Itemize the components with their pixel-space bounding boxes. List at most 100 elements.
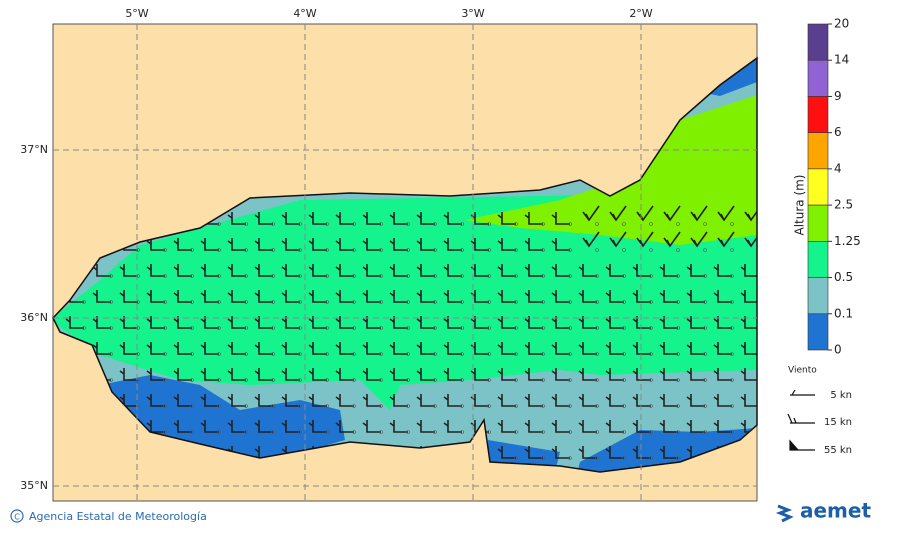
wind-barb (119, 264, 138, 277)
barb-station (703, 404, 707, 408)
barb-station (487, 248, 491, 252)
barb-station (190, 326, 194, 330)
barb-station (730, 274, 734, 278)
wind-barb (443, 394, 462, 407)
wind-barb (227, 290, 246, 303)
wind-barb (389, 212, 408, 225)
barb-station (298, 326, 302, 330)
barb-station (541, 300, 545, 304)
colorbar-segment (807, 168, 829, 206)
barb-station (217, 430, 221, 434)
wind-barb (200, 368, 219, 381)
wind-barb (362, 368, 381, 381)
wind-barb (582, 205, 600, 222)
wind-barb (578, 290, 597, 303)
barb-station (325, 326, 329, 330)
colorbar-tick-label: 4 (834, 161, 842, 175)
wind-barb (524, 420, 543, 433)
wind-barb (497, 290, 516, 303)
wind-barb (717, 231, 735, 248)
barb-station (271, 300, 275, 304)
wind-barb (335, 368, 354, 381)
barb-station (622, 274, 626, 278)
barb-station (514, 430, 518, 434)
barb-station (190, 352, 194, 356)
colorbar-segment (807, 241, 829, 278)
lon-label: 4°W (293, 7, 316, 20)
wind-barb (524, 446, 543, 459)
barb-station (433, 274, 437, 278)
barb-station (217, 352, 221, 356)
barb-station (379, 430, 383, 434)
wind-barb (146, 290, 165, 303)
wind-barb (551, 394, 570, 407)
wind-barb (254, 342, 273, 355)
barb-station (622, 248, 626, 252)
wind-barb (281, 342, 300, 355)
barb-station (325, 404, 329, 408)
barb-station (406, 222, 410, 226)
barb-station (298, 430, 302, 434)
wind-barb (92, 290, 111, 303)
wind-barb (717, 205, 735, 222)
barb-station (595, 378, 599, 382)
wind-barb (362, 342, 381, 355)
wind-barb (308, 368, 327, 381)
barb-station (758, 301, 761, 304)
barb-station (406, 326, 410, 330)
barb-station (758, 353, 761, 356)
wind-barb (605, 394, 624, 407)
barb-station (487, 274, 491, 278)
barb-station (730, 300, 734, 304)
barb-symbol (790, 389, 815, 396)
wind-barb (254, 264, 273, 277)
wind-barb (659, 264, 678, 277)
barb-station (676, 430, 680, 434)
colorbar-tick-label: 14 (834, 53, 849, 67)
colorbar-tick-label: 0.5 (834, 270, 853, 284)
wind-legend-item: 15 kn (824, 417, 852, 428)
wind-barb (254, 394, 273, 407)
wind-barb (524, 238, 543, 251)
barb-station (622, 430, 626, 434)
wind-barb (605, 290, 624, 303)
wind-barb (713, 264, 732, 277)
barb-station (460, 326, 464, 330)
barb-station (163, 248, 167, 252)
wind-barb (632, 394, 651, 407)
barb-station (352, 378, 356, 382)
barb-station (622, 352, 626, 356)
wind-barb (92, 316, 111, 329)
wind-barb (281, 212, 300, 225)
barb-station (298, 352, 302, 356)
barb-station (541, 222, 545, 226)
wind-barb (690, 205, 708, 222)
colorbar-segment (807, 96, 829, 133)
barb-station (163, 300, 167, 304)
wind-barb (389, 420, 408, 433)
barb-station (568, 326, 572, 330)
wind-barb (551, 264, 570, 277)
barb-station (352, 274, 356, 278)
wind-barb (659, 290, 678, 303)
colorbar-segment (807, 132, 829, 170)
barb-station (217, 404, 221, 408)
colorbar-tick-label: 9 (834, 89, 842, 103)
barb-station (622, 222, 626, 226)
barb-station (244, 222, 248, 226)
wind-barb (632, 264, 651, 277)
wind-barb (362, 316, 381, 329)
sea-zone (465, 95, 757, 245)
barb-station (622, 300, 626, 304)
barb-station (325, 222, 329, 226)
wind-barb (362, 420, 381, 433)
wind-barb (200, 316, 219, 329)
barb-station (271, 430, 275, 434)
barb-station (406, 430, 410, 434)
barb-station (758, 249, 761, 252)
barb-station (595, 274, 599, 278)
wind-barb (254, 238, 273, 251)
wind-barb (686, 368, 705, 381)
wind-barb (173, 368, 192, 381)
copyright-icon (10, 509, 24, 523)
